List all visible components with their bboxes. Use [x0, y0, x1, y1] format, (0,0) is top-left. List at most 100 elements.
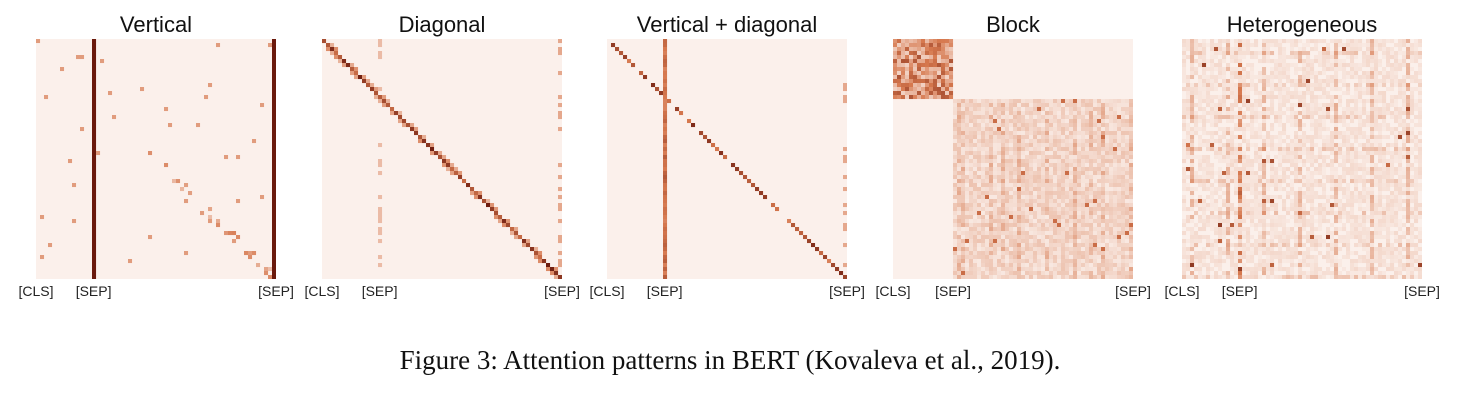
heatmap-cell — [961, 211, 966, 216]
heatmap-cell — [897, 87, 902, 92]
heatmap-cell — [1202, 227, 1207, 232]
heatmap-cell — [961, 231, 966, 236]
heatmap-cell — [993, 127, 998, 132]
heatmap-cell — [1406, 47, 1411, 52]
heatmap-cell — [917, 79, 922, 84]
heatmap-cell — [1210, 203, 1215, 208]
heatmap-cell — [1394, 43, 1399, 48]
heatmap-cell — [1105, 155, 1110, 160]
heatmap-cell — [1121, 179, 1126, 184]
heatmap-cell — [1382, 83, 1387, 88]
heatmap-cell — [1053, 115, 1058, 120]
heatmap-cell — [1077, 147, 1082, 152]
heatmap-cell — [965, 167, 970, 172]
heatmap-cell — [1001, 251, 1006, 256]
heatmap-cell — [470, 191, 475, 196]
heatmap-cell — [1270, 107, 1275, 112]
heatmap-cell — [1037, 159, 1042, 164]
heatmap-cell — [1334, 71, 1339, 76]
heatmap-cell — [550, 271, 555, 276]
heatmap-cell — [1129, 207, 1133, 212]
heatmap-cell — [1081, 115, 1086, 120]
heatmap-cell — [707, 139, 712, 144]
heatmap-cell — [1109, 163, 1114, 168]
heatmap-cell — [330, 51, 335, 56]
heatmap-cell — [981, 131, 986, 136]
heatmap-cell — [1053, 247, 1058, 252]
heatmap-cell — [905, 83, 910, 88]
heatmap-cell — [1013, 155, 1018, 160]
heatmap-cell — [1234, 111, 1239, 116]
heatmap-cell — [268, 267, 273, 272]
heatmap-cell — [1210, 227, 1215, 232]
heatmap-cell — [1266, 51, 1271, 56]
heatmap-cell — [1105, 239, 1110, 244]
heatmap-cell — [1250, 219, 1255, 224]
heatmap-cell — [1081, 247, 1086, 252]
heatmap-cell — [1314, 79, 1319, 84]
heatmap-cell — [1053, 235, 1058, 240]
heatmap-cell — [1097, 147, 1102, 152]
heatmap-cell — [1230, 47, 1235, 52]
heatmap-cell — [1210, 139, 1215, 144]
heatmap-cell — [1318, 135, 1323, 140]
heatmap-cell — [1085, 207, 1090, 212]
heatmap-cell — [1226, 111, 1231, 116]
heatmap-cell — [1186, 75, 1191, 80]
heatmap-cell — [1109, 255, 1114, 260]
heatmap-cell — [1045, 107, 1050, 112]
heatmap-cell — [1053, 183, 1058, 188]
heatmap-cell — [1013, 231, 1018, 236]
heatmap-cell — [1214, 107, 1219, 112]
heatmap-cell — [370, 87, 375, 92]
heatmap-cell — [1254, 191, 1259, 196]
heatmap-cell — [1121, 247, 1126, 252]
heatmap-cell — [997, 251, 1002, 256]
heatmap-cell — [973, 231, 978, 236]
heatmap-cell — [1286, 91, 1291, 96]
heatmap-cell — [1125, 107, 1130, 112]
heatmap-cell — [993, 195, 998, 200]
heatmap-cell — [1065, 215, 1070, 220]
heatmap-cell — [663, 219, 668, 224]
heatmap-cell — [1041, 143, 1046, 148]
heatmap-cell — [1021, 183, 1026, 188]
heatmap-cell — [1182, 223, 1187, 228]
heatmap-cell — [1210, 59, 1215, 64]
heatmap-cell — [1105, 115, 1110, 120]
heatmap-cell — [1069, 147, 1074, 152]
heatmap-cell — [1214, 43, 1219, 48]
heatmap-cell — [1081, 123, 1086, 128]
heatmap-cell — [1334, 51, 1339, 56]
heatmap-cell — [1009, 159, 1014, 164]
heatmap-cell — [1402, 167, 1407, 172]
heatmap-cell — [973, 195, 978, 200]
heatmap-cell — [1314, 55, 1319, 60]
heatmap-cell — [1073, 215, 1078, 220]
heatmap-cell — [1089, 139, 1094, 144]
heatmap-cell — [1065, 151, 1070, 156]
heatmap-cell — [925, 39, 930, 44]
heatmap-cell — [1049, 99, 1054, 104]
heatmap-cell — [1069, 107, 1074, 112]
heatmap-cell — [1021, 187, 1026, 192]
heatmap-cell — [1218, 143, 1223, 148]
heatmap-cell — [1418, 227, 1422, 232]
heatmap-cell — [538, 259, 543, 264]
heatmap-cell — [905, 55, 910, 60]
heatmap-cell — [1025, 187, 1030, 192]
heatmap-cell — [1390, 95, 1395, 100]
heatmap-cell — [1402, 51, 1407, 56]
heatmap-cell — [1410, 179, 1415, 184]
heatmap-cell — [1073, 275, 1078, 279]
heatmap-cell — [1033, 131, 1038, 136]
heatmap-cell — [1386, 47, 1391, 52]
heatmap-cell — [1037, 167, 1042, 172]
heatmap-cell — [1394, 191, 1399, 196]
heatmap-cell — [1398, 223, 1403, 228]
heatmap-cell — [1113, 131, 1118, 136]
heatmap-cell — [1382, 103, 1387, 108]
heatmap-cell — [1246, 171, 1251, 176]
heatmap-cell — [1346, 171, 1351, 176]
heatmap-cell — [1117, 171, 1122, 176]
